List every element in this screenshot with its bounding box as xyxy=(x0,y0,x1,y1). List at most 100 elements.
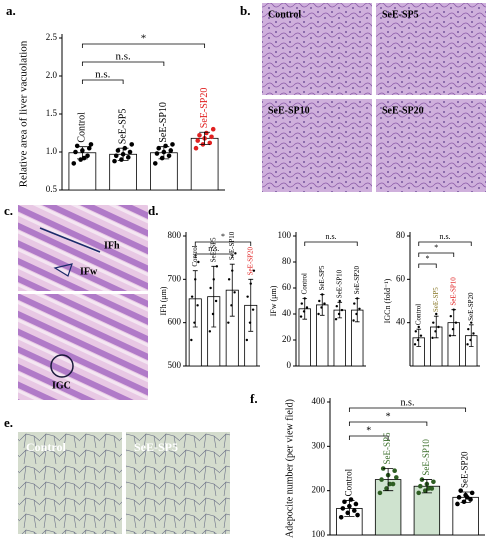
error-bar xyxy=(354,298,360,323)
error-bar xyxy=(319,294,325,316)
category-label: Control xyxy=(414,304,422,325)
error-bar xyxy=(468,324,474,347)
category-label: SeE-SP20 xyxy=(460,451,470,488)
significance-bracket xyxy=(418,252,455,257)
error-bar xyxy=(433,315,439,339)
measure-arrow xyxy=(53,263,73,277)
data-point xyxy=(209,134,214,140)
image-label: SeE-SP10 xyxy=(268,105,310,116)
data-point xyxy=(88,142,94,147)
data-point xyxy=(227,278,231,281)
data-point xyxy=(419,334,423,337)
category-label: SeE-SP10 xyxy=(158,102,169,143)
category-label: SeE-SP20 xyxy=(353,266,361,295)
error-bar xyxy=(383,468,394,492)
y-tick-label: 20 xyxy=(282,334,292,344)
error-bar xyxy=(229,263,235,317)
data-point xyxy=(195,138,201,143)
significance-label: n.s. xyxy=(95,69,111,81)
category-label: SeE-SP10 xyxy=(449,277,457,306)
y-tick-label: 500 xyxy=(168,360,182,370)
data-point xyxy=(467,327,470,331)
error-bar xyxy=(337,301,343,319)
data-point xyxy=(73,149,78,155)
data-point xyxy=(251,308,255,311)
data-point xyxy=(377,490,383,496)
data-point xyxy=(392,468,397,474)
measure-arrow xyxy=(39,227,101,253)
data-point xyxy=(85,153,90,159)
data-point xyxy=(209,286,212,290)
data-point xyxy=(214,299,218,303)
data-point xyxy=(358,307,361,310)
category-label: Control xyxy=(77,112,88,143)
significance-bracket xyxy=(81,43,206,48)
data-point xyxy=(429,486,435,491)
image-label: Control xyxy=(26,440,66,454)
category-label: SeE-SP20 xyxy=(467,292,475,321)
data-point xyxy=(418,483,423,489)
y-tick-label: 40 xyxy=(282,308,292,318)
data-point xyxy=(338,514,344,520)
image-label: SeE-SP5 xyxy=(382,9,419,20)
y-tick-label: 100 xyxy=(278,230,292,240)
data-point xyxy=(351,508,357,513)
error-bar xyxy=(199,131,211,145)
panel-label: a. xyxy=(6,3,16,18)
y-tick-label: 400 xyxy=(312,396,326,406)
y-tick-label: 0.5 xyxy=(46,184,58,194)
data-point xyxy=(74,143,80,149)
data-point xyxy=(129,142,135,147)
data-point xyxy=(431,479,436,485)
data-point xyxy=(71,161,77,166)
data-point xyxy=(472,332,475,335)
y-tick-label: 80 xyxy=(396,230,406,240)
y-tick-label: 60 xyxy=(396,273,406,283)
data-point xyxy=(112,158,117,164)
significance-bracket xyxy=(348,435,389,440)
data-point xyxy=(115,148,121,153)
data-point xyxy=(245,338,249,342)
highlight-circle xyxy=(50,354,74,378)
significance-bracket xyxy=(194,241,252,246)
y-tick-label: 40 xyxy=(396,317,406,327)
data-point xyxy=(417,325,420,329)
panel-label: c. xyxy=(4,203,13,218)
data-point xyxy=(416,490,421,496)
y-tick-label: 100 xyxy=(312,529,326,539)
histology-image xyxy=(262,99,372,192)
significance-label: * xyxy=(366,425,371,436)
data-point xyxy=(190,338,193,342)
data-point xyxy=(435,312,438,316)
significance-bracket xyxy=(348,407,467,412)
error-bar xyxy=(192,270,198,328)
data-point xyxy=(196,304,199,307)
panel-label: f. xyxy=(250,391,258,406)
data-point xyxy=(448,334,452,337)
significance-label: n.s. xyxy=(325,232,336,241)
image-label: Control xyxy=(268,9,301,20)
data-point xyxy=(208,330,212,333)
panel-label: d. xyxy=(148,203,158,218)
error-bar xyxy=(460,491,471,504)
data-point xyxy=(384,486,389,491)
histology-image xyxy=(18,205,148,291)
category-label: Control xyxy=(343,468,353,496)
data-point xyxy=(335,305,338,308)
histology-image xyxy=(126,432,230,534)
significance-label: n.s. xyxy=(208,244,219,253)
significance-bracket xyxy=(418,263,437,268)
data-point xyxy=(323,302,326,305)
significance-bracket xyxy=(304,241,358,246)
significance-label: * xyxy=(434,243,438,252)
data-point xyxy=(125,155,131,160)
image-label: IGC xyxy=(52,380,71,391)
data-point xyxy=(152,161,158,166)
data-point xyxy=(113,153,119,159)
data-point xyxy=(390,481,396,487)
y-tick-label: 2.5 xyxy=(46,32,58,42)
data-point xyxy=(197,260,200,264)
data-point xyxy=(466,343,469,346)
category-label: SeE-SP5 xyxy=(318,265,326,290)
